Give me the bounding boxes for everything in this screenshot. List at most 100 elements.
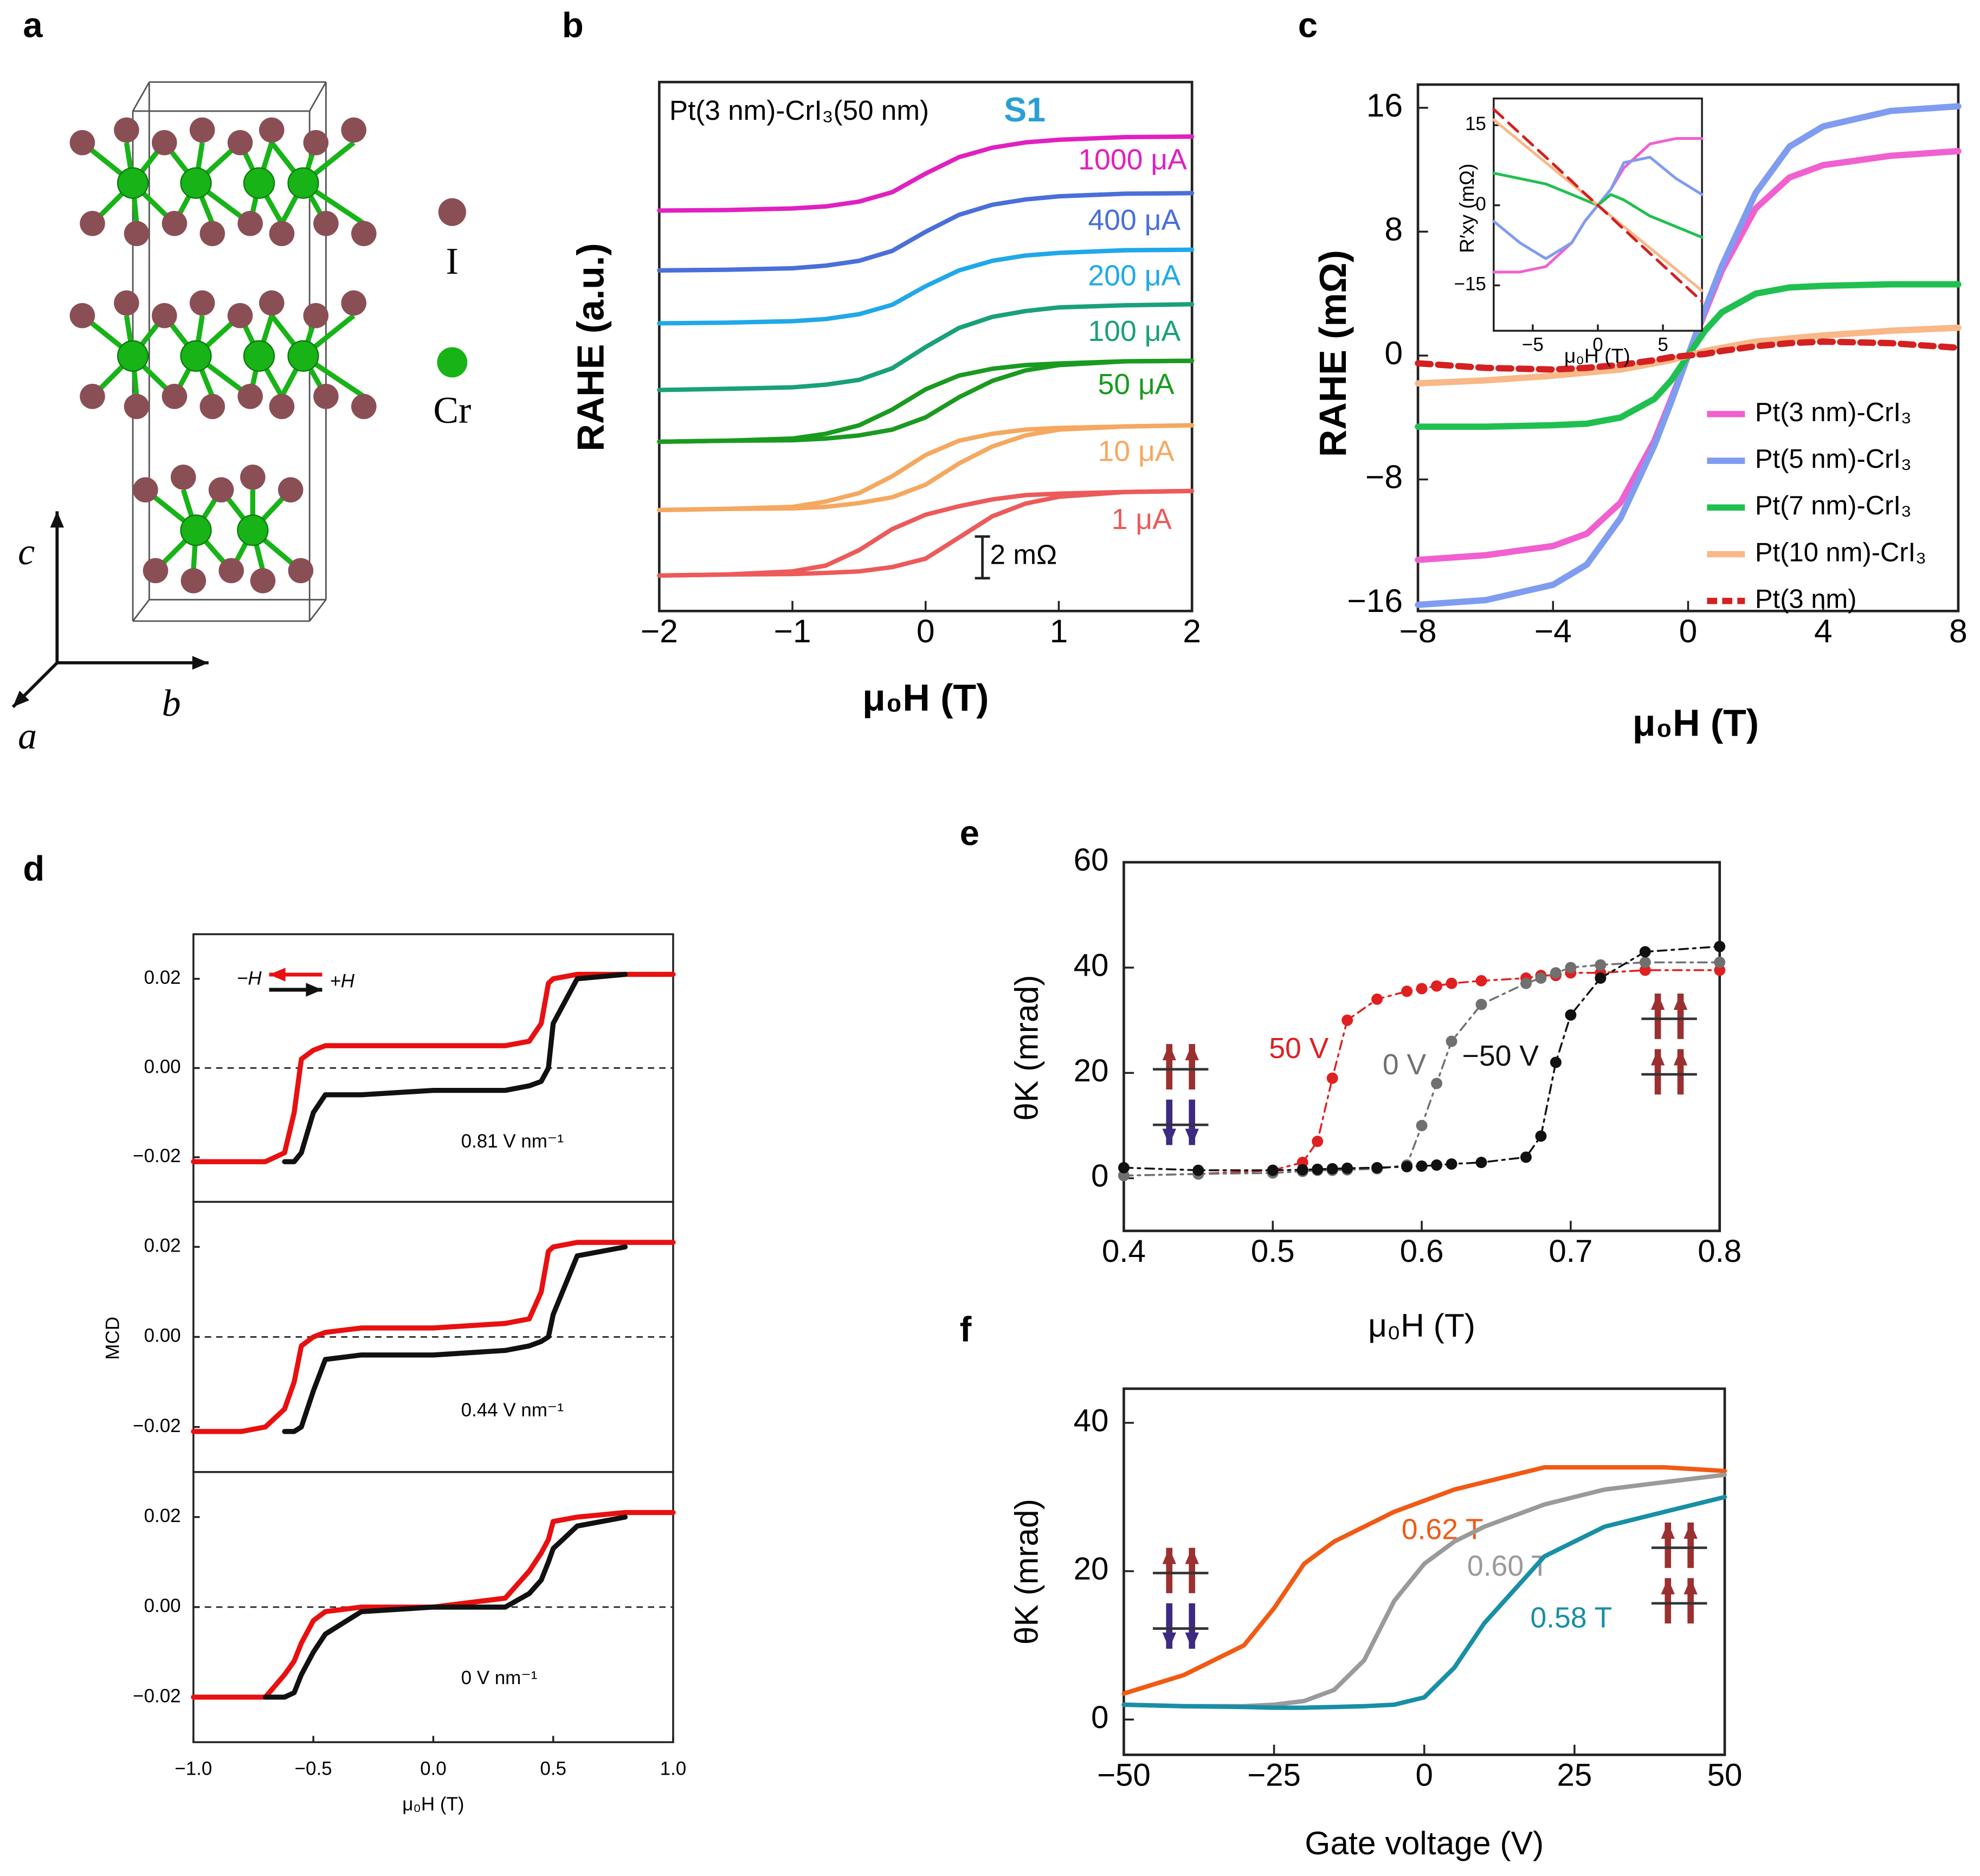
iodine-atom: [237, 384, 263, 409]
iodine-atom: [162, 210, 188, 236]
legend-arrow-head: [306, 983, 323, 997]
y-axis-label: MCD: [102, 1317, 123, 1360]
y-tick-label: 0: [1091, 1700, 1108, 1735]
data-point: [1520, 977, 1532, 989]
iodine-atom: [341, 117, 366, 143]
data-point: [1595, 959, 1607, 971]
y-tick-label: 60: [1074, 842, 1109, 878]
x-tick-label: −1.0: [175, 1758, 212, 1780]
y-tick-label: −0.02: [133, 1685, 180, 1706]
iodine-atom: [250, 568, 276, 594]
x-tick-label: −50: [1097, 1758, 1151, 1793]
series-label: 10 μA: [1098, 435, 1175, 467]
iodine-atom: [151, 130, 177, 156]
data-point: [1550, 967, 1562, 979]
data-point: [1714, 956, 1726, 968]
iodine-atom: [80, 210, 105, 236]
legend-atom: [437, 347, 468, 378]
data-point: [1446, 1035, 1457, 1047]
x-tick-label: 0: [917, 613, 935, 649]
series-label: 0 V: [1383, 1049, 1427, 1081]
legend-label: Pt(7 nm)-CrI₃: [1755, 491, 1912, 520]
x-tick-label: 0: [1416, 1758, 1433, 1793]
y-tick-label: −0.02: [133, 1145, 180, 1166]
x-axis-label: μ₀H (T): [402, 1794, 464, 1815]
data-line: [1121, 1494, 1727, 1710]
data-point: [1475, 975, 1487, 987]
x-tick-label: −5: [1522, 334, 1544, 355]
iodine-atom: [114, 290, 139, 316]
legend-label: +H: [330, 970, 354, 991]
data-point: [1714, 940, 1726, 952]
y-tick-label: 0.00: [144, 1056, 181, 1078]
x-tick-label: −2: [641, 613, 678, 649]
x-tick-label: 25: [1557, 1758, 1592, 1793]
iodine-atom: [269, 221, 295, 247]
chromium-atom: [117, 340, 149, 372]
data-line: [1121, 1465, 1727, 1696]
data-point: [1371, 1162, 1383, 1174]
x-tick-label: 5: [1657, 334, 1668, 355]
cell-edge: [132, 81, 150, 112]
chromium-atom: [180, 340, 212, 372]
x-axis-label: μ₀H (T): [1633, 702, 1759, 744]
x-axis-label: μ₀H (T): [862, 676, 989, 719]
data-line: [657, 488, 1195, 578]
data-point: [1118, 1170, 1130, 1182]
data-point: [1371, 993, 1383, 1005]
data-point: [1312, 1163, 1324, 1175]
iodine-atom: [303, 302, 329, 328]
iodine-atom: [133, 477, 158, 502]
x-axis-label: Gate voltage (V): [1305, 1825, 1544, 1861]
y-axis-label: R′xy (mΩ): [1455, 164, 1478, 253]
iodine-atom: [124, 394, 150, 420]
iodine-atom: [259, 117, 285, 143]
legend-label: Pt(10 nm)-CrI₃: [1755, 538, 1926, 567]
data-point: [1446, 977, 1457, 989]
chromium-atom: [180, 167, 212, 199]
y-tick-label: 0: [1475, 194, 1486, 215]
y-tick-label: −8: [1365, 458, 1403, 495]
data-line: [262, 1514, 628, 1700]
y-tick-label: 0: [1384, 334, 1403, 371]
data-point: [1565, 1009, 1577, 1021]
iodine-atom: [341, 290, 366, 316]
iodine-atom: [69, 302, 95, 328]
iodine-atom: [313, 384, 339, 409]
chromium-atom: [117, 167, 149, 199]
series-label: 100 μA: [1088, 315, 1181, 347]
chromium-atom: [180, 514, 212, 546]
x-tick-label: −0.5: [295, 1758, 332, 1780]
x-tick-label: −25: [1247, 1758, 1301, 1793]
chart-title: Pt(3 nm)-CrI₃(50 nm): [669, 95, 929, 126]
data-point: [1639, 964, 1651, 976]
x-tick-label: 1: [1050, 613, 1068, 649]
spin-arrow-head: [1650, 993, 1665, 1010]
y-tick-label: −0.02: [133, 1415, 180, 1436]
panel-label: c: [1298, 5, 1318, 44]
iodine-atom: [288, 558, 314, 584]
iodine-atom: [240, 465, 266, 490]
data-line: [1492, 107, 1704, 303]
spin-arrow-head: [1185, 1129, 1199, 1145]
iodine-atom: [199, 221, 225, 247]
data-point: [1342, 1162, 1353, 1174]
data-point: [1401, 985, 1413, 997]
panel-label: e: [960, 813, 979, 853]
y-tick-label: 40: [1074, 947, 1109, 983]
iodine-atom: [351, 221, 377, 247]
atom-label: I: [446, 241, 459, 282]
iodine-atom: [313, 210, 339, 236]
data-point: [1431, 1078, 1443, 1090]
data-point: [1192, 1164, 1204, 1176]
x-tick-label: 0.6: [1400, 1234, 1444, 1269]
iodine-atom: [278, 477, 304, 502]
data-line: [657, 134, 1195, 213]
series-label: −50 V: [1462, 1040, 1539, 1072]
iodine-atom: [208, 477, 234, 502]
y-tick-label: 16: [1366, 87, 1403, 124]
data-point: [1431, 980, 1443, 992]
data-point: [1312, 1136, 1324, 1147]
series-label: 1000 μA: [1078, 144, 1187, 176]
data-line: [657, 191, 1195, 273]
